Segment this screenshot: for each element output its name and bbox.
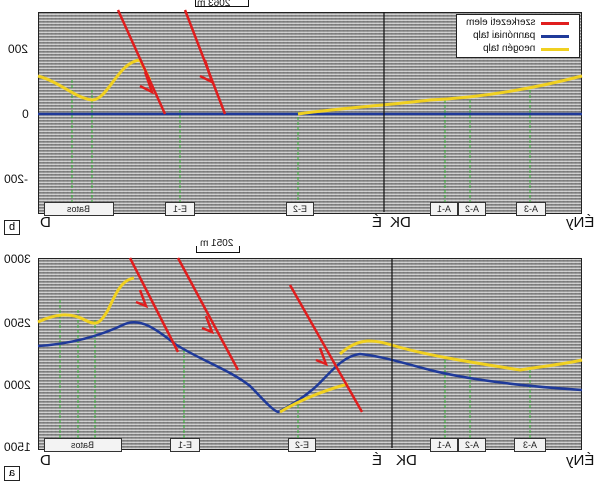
bottom-left-end-label: D: [40, 452, 51, 469]
bottom-well-lines: [59, 300, 531, 440]
bottom-seismic-section: [38, 258, 582, 450]
bottom-well-label-a3: A-3: [514, 438, 546, 452]
bottom-faults: [128, 257, 364, 413]
top-well-label-e1: E-1: [165, 202, 195, 216]
bottom-mid-end-label: É: [372, 452, 383, 469]
bottom-fault-arrow: [135, 289, 149, 309]
top-ytick-0: 0: [22, 107, 29, 121]
top-scale-bar: [195, 0, 249, 7]
bottom-ytick-3000: 3000: [4, 252, 31, 266]
top-scale-text: 2063 m: [197, 0, 231, 9]
top-ytick-200: 200: [8, 42, 29, 56]
top-mid-right-label: DK: [390, 214, 411, 231]
top-fault-arrow: [199, 59, 215, 85]
legend-swatch-pannonian: [541, 35, 569, 38]
bottom-fault-line: [288, 284, 364, 413]
top-ytick-minus200: -200: [4, 172, 29, 186]
top-left-end-label: D: [40, 214, 51, 231]
bottom-panel: 2051 m 3000 2500 2000 1500 Batos E-1 E-2…: [0, 238, 598, 485]
bottom-ytick-1500: 1500: [4, 440, 31, 454]
top-fault-line: [116, 9, 167, 115]
top-well-label-e2: E-2: [286, 202, 314, 216]
bottom-ytick-2500: 2500: [4, 316, 31, 330]
top-mid-end-label: É: [372, 214, 383, 231]
top-overlay: [37, 9, 583, 212]
bottom-scale-bar: [196, 246, 240, 253]
bottom-well-label-batos: Batos: [44, 438, 122, 452]
bottom-well-label-e2: E-2: [288, 438, 316, 452]
top-panel-label: b: [4, 220, 20, 235]
top-fault-arrow: [139, 71, 155, 95]
legend-item-pannonian: pannóniai talp: [463, 30, 575, 42]
top-faults: [116, 9, 227, 115]
top-legend: szerkezeti elem pannóniai talp neogén ta…: [456, 14, 580, 58]
top-panel: 2063 m 200 0 -200 szerkezeti elem pannón…: [0, 0, 598, 240]
legend-swatch-neogene: [541, 48, 569, 51]
top-well-label-a1: A-1: [430, 202, 458, 216]
bottom-right-end-label: ÉNy: [566, 452, 595, 469]
bottom-fault-line: [176, 257, 240, 371]
bottom-neogene-base-line: [37, 276, 583, 414]
bottom-panel-label: a: [4, 466, 20, 481]
bottom-ytick-2000: 2000: [4, 378, 31, 392]
top-right-end-label: ÉNy: [566, 214, 595, 231]
top-neogene-base-line: [37, 58, 583, 116]
top-well-label-a3: A-3: [516, 202, 546, 216]
legend-item-neogene: neogén talp: [463, 43, 575, 55]
legend-label-pannonian: pannóniai talp: [472, 30, 535, 41]
bottom-well-label-e1: E-1: [170, 438, 200, 452]
legend-swatch-fault: [541, 22, 569, 25]
bottom-well-label-a1: A-1: [430, 438, 458, 452]
legend-label-fault: szerkezeti elem: [465, 17, 535, 28]
bottom-fault-line: [128, 257, 180, 353]
legend-label-neogene: neogén talp: [482, 43, 535, 54]
bottom-fault-arrow: [315, 347, 329, 367]
top-well-label-batos: Batos: [44, 202, 114, 216]
bottom-fault-arrow: [201, 315, 215, 335]
top-well-label-a2: A-2: [458, 202, 486, 216]
bottom-overlay: [37, 257, 583, 448]
bottom-mid-right-label: DK: [396, 452, 417, 469]
legend-item-fault: szerkezeti elem: [463, 17, 575, 29]
top-well-lines: [71, 80, 531, 205]
bottom-scale-text: 2051 m: [200, 238, 234, 249]
bottom-well-label-a2: A-2: [458, 438, 486, 452]
